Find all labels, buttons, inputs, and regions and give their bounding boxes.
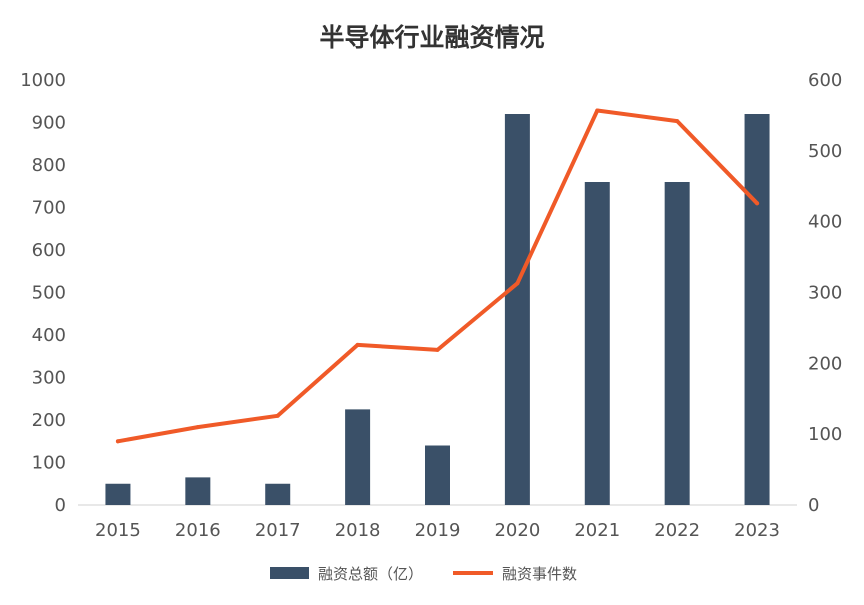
left-y-tick-label: 400 — [32, 325, 66, 346]
left-y-tick-label: 100 — [32, 453, 66, 474]
right-y-axis: 0 100 200 300 400 500 600 — [808, 70, 842, 516]
line-point — [115, 439, 120, 444]
left-y-tick-label: 500 — [32, 283, 66, 304]
line-point — [435, 347, 440, 352]
legend-swatch-bar — [270, 567, 309, 579]
line-point — [195, 425, 200, 430]
bar — [105, 483, 131, 505]
x-tick-label: 2018 — [335, 520, 381, 541]
line-point — [515, 281, 520, 286]
line-series — [115, 108, 760, 444]
x-tick-label: 2015 — [95, 520, 141, 541]
bar — [425, 445, 450, 505]
line-point — [355, 342, 360, 347]
right-y-tick-label: 100 — [808, 424, 842, 445]
bar — [504, 114, 530, 505]
bar — [584, 182, 610, 505]
x-tick-label: 2016 — [175, 520, 221, 541]
bar — [345, 409, 371, 505]
right-y-tick-label: 300 — [808, 283, 842, 304]
legend: 融资总额（亿） 融资事件数 — [270, 565, 577, 583]
legend-label-bar: 融资总额（亿） — [318, 565, 423, 583]
bar-series — [105, 114, 770, 505]
line-path — [115, 108, 760, 444]
right-y-tick-label: 600 — [808, 70, 842, 91]
left-y-tick-label: 800 — [32, 155, 66, 176]
right-y-tick-label: 200 — [808, 353, 842, 374]
x-axis: 2015 2016 2017 2018 2019 2020 2021 2022 2023 — [95, 520, 780, 541]
left-y-tick-label: 600 — [32, 240, 66, 261]
right-y-tick-label: 0 — [808, 495, 819, 516]
chart-title: 半导体行业融资情况 — [319, 23, 544, 52]
x-tick-label: 2019 — [415, 520, 461, 541]
x-tick-label: 2021 — [574, 520, 620, 541]
left-y-tick-label: 200 — [32, 410, 66, 431]
right-y-tick-label: 500 — [808, 141, 842, 162]
bar — [185, 477, 211, 505]
x-tick-label: 2017 — [255, 520, 301, 541]
line-point — [675, 119, 680, 124]
line-point — [275, 413, 280, 418]
bar — [744, 114, 770, 505]
left-y-tick-label: 900 — [32, 113, 66, 134]
left-y-tick-label: 300 — [32, 368, 66, 389]
left-y-tick-label: 0 — [55, 495, 66, 516]
legend-label-line: 融资事件数 — [502, 565, 577, 583]
left-y-tick-label: 1000 — [20, 70, 66, 91]
left-y-tick-label: 700 — [32, 198, 66, 219]
x-tick-label: 2023 — [734, 520, 780, 541]
bar — [265, 483, 291, 505]
x-tick-label: 2022 — [654, 520, 700, 541]
right-y-tick-label: 400 — [808, 212, 842, 233]
bar — [664, 182, 690, 505]
line-point — [755, 201, 760, 206]
left-y-axis: 0 100 200 300 400 500 600 700 800 900 1000 — [20, 70, 66, 516]
line-point — [595, 108, 600, 113]
x-tick-label: 2020 — [494, 520, 540, 541]
